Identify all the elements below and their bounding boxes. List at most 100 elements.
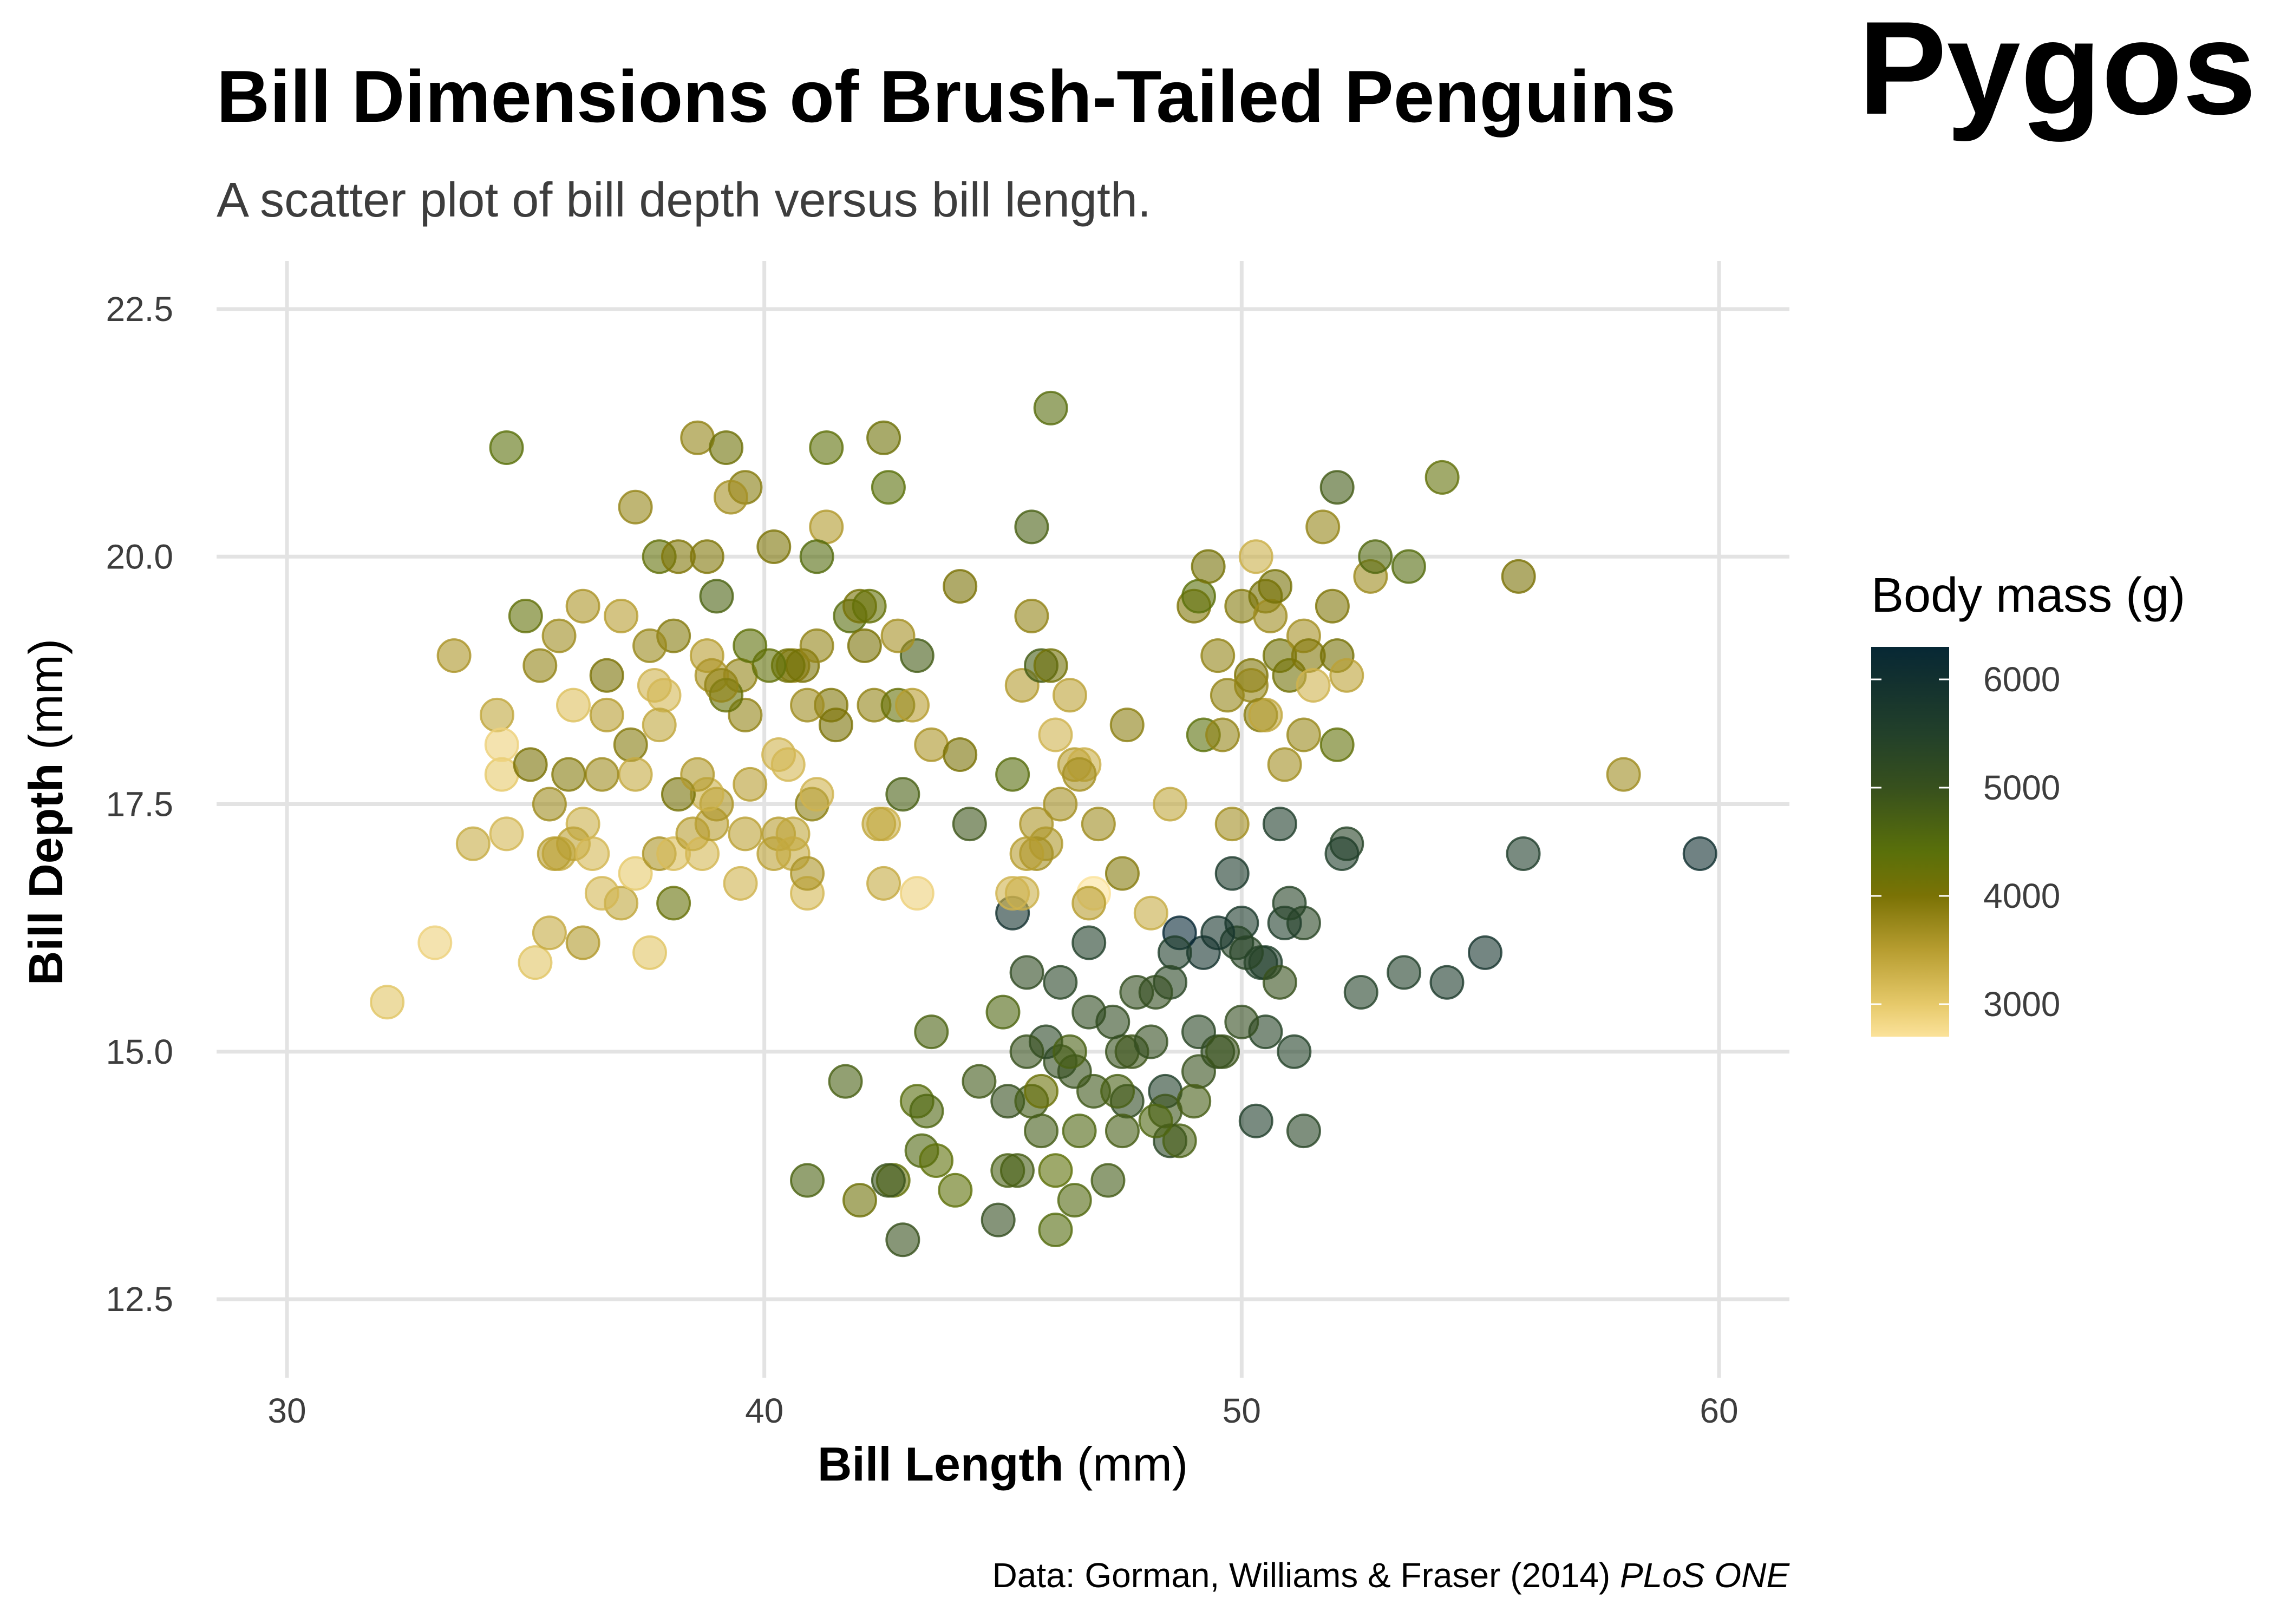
x-tick-label: 40 bbox=[745, 1391, 783, 1430]
data-point bbox=[1272, 886, 1307, 921]
data-point bbox=[1324, 836, 1360, 871]
data-point bbox=[995, 876, 1030, 911]
data-point bbox=[1200, 638, 1236, 673]
data-point bbox=[589, 658, 624, 693]
data-point bbox=[618, 757, 653, 792]
data-point bbox=[1224, 1004, 1259, 1039]
data-point bbox=[713, 480, 748, 515]
data-point bbox=[1009, 836, 1044, 871]
data-point bbox=[943, 737, 978, 772]
data-point bbox=[1253, 598, 1288, 633]
data-point bbox=[1024, 1114, 1059, 1149]
data-point bbox=[914, 727, 949, 762]
data-point bbox=[1286, 1114, 1321, 1149]
data-point bbox=[1233, 668, 1269, 703]
data-point bbox=[1062, 757, 1097, 792]
data-point bbox=[709, 430, 744, 466]
data-point bbox=[1081, 807, 1116, 842]
legend-tick-label: 5000 bbox=[1983, 768, 2060, 807]
data-point bbox=[790, 1163, 825, 1198]
data-point bbox=[852, 588, 887, 624]
data-point bbox=[1071, 994, 1107, 1030]
data-point bbox=[1205, 717, 1240, 752]
caption-source: Data: Gorman, Williams & Fraser (2014) bbox=[992, 1556, 1620, 1595]
data-point bbox=[541, 618, 577, 653]
data-point bbox=[1682, 836, 1717, 871]
data-point bbox=[479, 697, 514, 732]
data-point bbox=[1258, 569, 1293, 604]
data-point bbox=[532, 915, 567, 951]
data-point bbox=[1424, 460, 1460, 495]
data-point bbox=[1100, 1073, 1135, 1109]
data-point bbox=[866, 420, 901, 455]
data-point bbox=[1181, 579, 1216, 614]
data-point bbox=[646, 678, 682, 713]
y-axis-ticks: 12.5 15.0 17.5 20.0 22.5 bbox=[106, 290, 173, 1319]
chart-subtitle: A scatter plot of bill depth versus bill… bbox=[217, 173, 1151, 227]
data-point bbox=[952, 807, 987, 842]
y-tick-label: 20.0 bbox=[106, 537, 173, 576]
data-point bbox=[799, 777, 834, 812]
data-point bbox=[1071, 925, 1107, 960]
color-legend: Body mass (g) 3000 4000 5000 6000 bbox=[1871, 568, 2185, 1037]
data-point bbox=[1043, 787, 1078, 822]
y-axis-title: Bill Depth (mm) bbox=[19, 639, 73, 985]
data-point bbox=[537, 836, 572, 871]
data-point bbox=[885, 777, 920, 812]
data-point bbox=[894, 687, 930, 723]
y-tick-label: 15.0 bbox=[106, 1032, 173, 1071]
data-point bbox=[1319, 727, 1355, 762]
data-point bbox=[809, 509, 844, 545]
data-point bbox=[818, 708, 853, 743]
data-point bbox=[1305, 509, 1341, 545]
data-point bbox=[914, 1014, 949, 1050]
data-point bbox=[618, 856, 653, 891]
data-point bbox=[1238, 1103, 1273, 1138]
data-point bbox=[1329, 658, 1364, 693]
gridlines bbox=[217, 261, 1789, 1378]
data-point bbox=[1191, 549, 1226, 584]
data-point bbox=[417, 925, 453, 960]
data-point bbox=[699, 579, 734, 614]
x-axis-title-bold: Bill Length bbox=[818, 1437, 1064, 1491]
chart-title: Bill Dimensions of Brush-Tailed Penguins bbox=[217, 55, 1676, 137]
data-point bbox=[513, 747, 548, 782]
data-point bbox=[728, 816, 763, 852]
data-point bbox=[551, 757, 586, 792]
data-point bbox=[1109, 708, 1145, 743]
data-point bbox=[1214, 856, 1250, 891]
data-point bbox=[1267, 747, 1302, 782]
data-point bbox=[1038, 717, 1073, 752]
legend-tick-label: 3000 bbox=[1983, 985, 2060, 1024]
legend-title: Body mass (g) bbox=[1871, 568, 2185, 623]
data-point bbox=[919, 1143, 954, 1178]
data-point bbox=[1071, 886, 1107, 921]
data-point bbox=[1157, 935, 1192, 970]
data-point bbox=[584, 876, 619, 911]
data-point bbox=[632, 935, 668, 970]
y-tick-label: 22.5 bbox=[106, 290, 173, 329]
data-point bbox=[1606, 757, 1641, 792]
data-point bbox=[1133, 1024, 1168, 1059]
data-point bbox=[436, 638, 472, 673]
data-point bbox=[1358, 539, 1393, 574]
data-point bbox=[752, 648, 787, 683]
data-point bbox=[871, 470, 906, 505]
data-point bbox=[1205, 1034, 1240, 1069]
x-axis-title-unit: (mm) bbox=[1063, 1437, 1188, 1491]
data-point bbox=[1105, 1114, 1140, 1149]
x-axis-title: Bill Length (mm) bbox=[818, 1437, 1188, 1491]
x-tick-label: 30 bbox=[267, 1391, 306, 1430]
data-point bbox=[565, 588, 600, 624]
data-point bbox=[632, 628, 668, 663]
x-axis-ticks: 30 40 50 60 bbox=[267, 1391, 1738, 1430]
caption: Data: Gorman, Williams & Fraser (2014) P… bbox=[992, 1556, 1791, 1595]
data-point bbox=[1391, 549, 1426, 584]
data-points bbox=[370, 390, 1717, 1258]
data-point bbox=[995, 757, 1030, 792]
data-point bbox=[1014, 598, 1049, 633]
y-axis-title-bold: Bill Depth bbox=[19, 763, 73, 986]
data-point bbox=[1105, 856, 1140, 891]
data-point bbox=[1009, 1034, 1044, 1069]
